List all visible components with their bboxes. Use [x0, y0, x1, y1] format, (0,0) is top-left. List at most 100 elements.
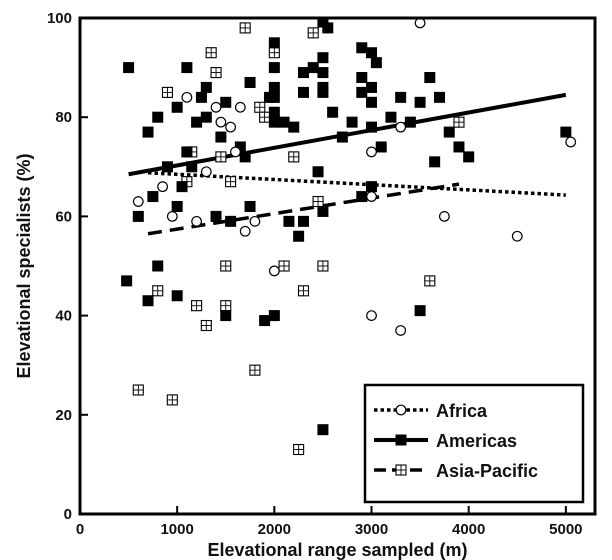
americas-point — [152, 260, 164, 272]
americas-point — [244, 200, 256, 212]
africa-point — [200, 166, 212, 178]
americas-point — [186, 161, 198, 173]
americas-point — [414, 305, 426, 317]
americas-point — [239, 151, 251, 163]
africa-point — [395, 325, 407, 336]
americas-point — [443, 126, 455, 138]
americas-point — [385, 111, 397, 123]
x-tick-label: 5000 — [549, 521, 582, 538]
x-tick-label: 1000 — [160, 521, 193, 538]
data-points — [121, 16, 577, 456]
americas-point — [356, 42, 368, 54]
legend-items: Africa Americas Asia-Pacific — [374, 401, 538, 481]
africa-point — [230, 146, 241, 158]
americas-point — [171, 200, 183, 212]
y-tick-label: 0 — [64, 506, 72, 523]
americas-point — [317, 205, 329, 217]
x-tick-label: 0 — [76, 521, 84, 538]
americas-point — [268, 106, 280, 118]
americas-point — [322, 22, 334, 34]
africa-point — [166, 210, 178, 222]
americas-point — [336, 131, 348, 143]
americas-point — [356, 191, 368, 203]
americas-point — [312, 166, 324, 178]
legend-item-asia-pacific: Asia-Pacific — [374, 461, 538, 481]
asia-pacific-point — [215, 151, 227, 163]
africa-point — [234, 101, 246, 113]
asia-pacific-point — [312, 195, 324, 208]
americas-point — [210, 210, 222, 222]
americas-point — [215, 131, 227, 143]
americas-point — [220, 96, 232, 108]
americas-point — [366, 47, 378, 59]
legend: Africa Americas Asia-Pacific — [363, 383, 585, 504]
asia-pacific-point — [307, 27, 319, 39]
africa-points — [132, 17, 577, 336]
africa-point — [511, 230, 523, 242]
americas-point — [181, 62, 193, 74]
americas-point — [429, 156, 441, 168]
x-tick-label: 3000 — [355, 521, 388, 538]
americas-point — [356, 72, 368, 84]
africa-point — [210, 101, 222, 113]
americas-point — [317, 67, 329, 79]
y-tick-label: 80 — [55, 109, 72, 126]
americas-point — [404, 116, 416, 128]
asia-pacific-point — [220, 300, 232, 312]
asia-pacific-point — [424, 275, 436, 287]
americas-points — [121, 16, 572, 436]
y-tick-label: 20 — [55, 407, 72, 424]
africa-point — [215, 116, 227, 128]
africa-point — [366, 146, 377, 158]
americas-point — [268, 116, 280, 128]
africa-point — [414, 17, 426, 29]
africa-point — [366, 310, 377, 322]
asia-pacific-point — [220, 260, 232, 272]
americas-point — [244, 76, 256, 88]
asia-pacific-point — [205, 47, 217, 59]
legend-label-asia-pacific: Asia-Pacific — [436, 461, 538, 481]
americas-point — [317, 86, 329, 98]
americas-point — [317, 52, 329, 64]
asia-pacific-point — [200, 319, 212, 332]
americas-point — [288, 121, 300, 133]
americas-point — [395, 91, 407, 103]
y-axis-ticks: 0 20 40 60 80 100 — [47, 10, 88, 523]
x-tick-label: 4000 — [452, 521, 485, 538]
americas-point — [176, 181, 188, 193]
africa-point — [268, 265, 280, 277]
asia-pacific-point — [161, 86, 174, 98]
americas-point — [142, 295, 154, 307]
legend-item-africa: Africa — [374, 401, 488, 421]
americas-point — [297, 67, 309, 79]
americas-point — [424, 72, 436, 84]
americas-point — [560, 126, 572, 138]
asia-pacific-point — [293, 443, 305, 456]
africa-point — [132, 196, 144, 207]
americas-point — [366, 181, 378, 193]
y-tick-label: 40 — [55, 308, 72, 325]
x-tick-label: 2000 — [258, 521, 291, 538]
asia-pacific-point — [191, 300, 203, 312]
americas-point — [181, 146, 193, 158]
asia-pacific-point — [249, 364, 261, 376]
legend-label-africa: Africa — [436, 401, 488, 421]
legend-label-americas: Americas — [436, 431, 517, 451]
americas-point — [356, 86, 368, 98]
americas-point — [268, 310, 280, 322]
africa-point — [181, 91, 193, 103]
asia-pacific-point — [239, 22, 251, 34]
americas-point — [297, 215, 309, 227]
asia-pacific-point — [453, 116, 465, 128]
asia-pacific-point — [166, 394, 178, 406]
africa-point — [191, 215, 203, 227]
africa-point — [249, 215, 261, 227]
asia-pacific-point — [132, 384, 144, 396]
americas-point — [220, 310, 232, 322]
asia-pacific-point — [225, 176, 237, 188]
asia-pacific-point — [288, 151, 300, 163]
asia-pacific-point — [278, 260, 290, 272]
americas-point — [191, 116, 203, 128]
americas-point — [327, 106, 339, 118]
americas-point — [297, 86, 309, 98]
